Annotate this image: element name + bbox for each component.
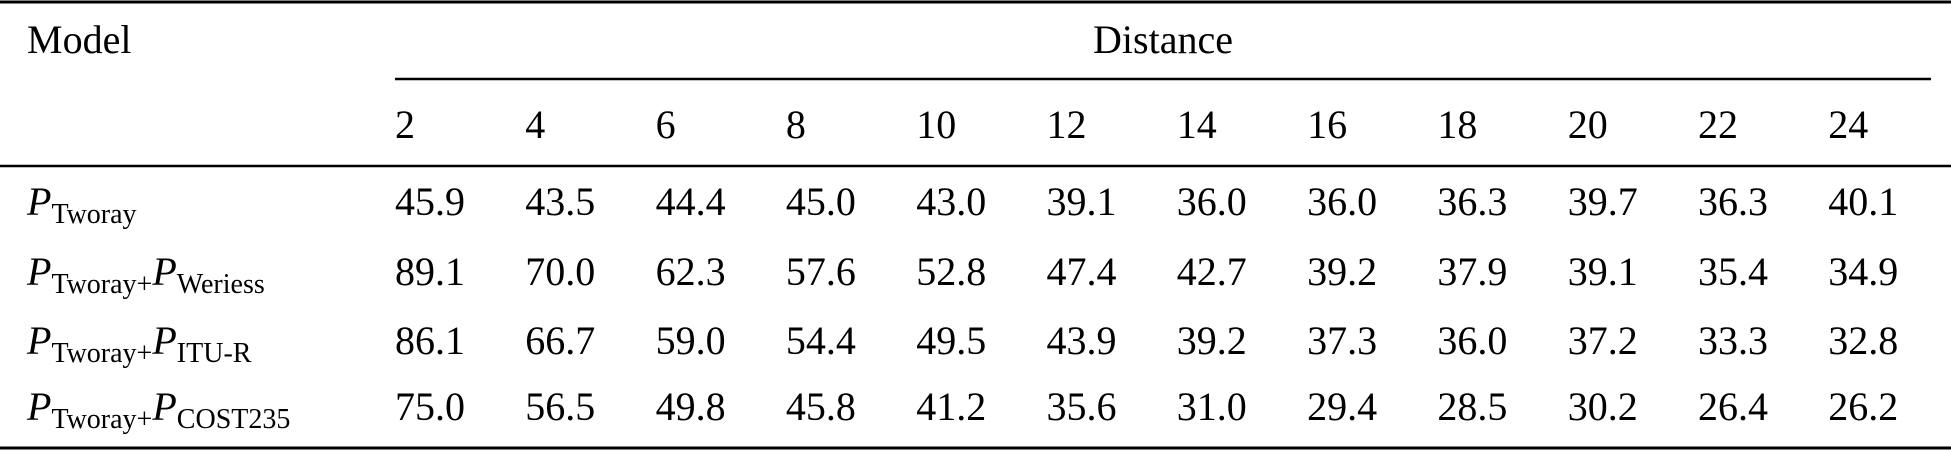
- cell-value: 31.0: [1177, 384, 1247, 429]
- model-symbol: P: [151, 384, 176, 429]
- cell-value: 89.1: [395, 249, 465, 294]
- cell-value: 66.7: [525, 318, 595, 363]
- cell-value: 35.6: [1047, 384, 1117, 429]
- model-subscript: Tworay+: [51, 269, 152, 300]
- cell-value: 59.0: [656, 318, 726, 363]
- cell-value: 62.3: [656, 249, 726, 294]
- cell-value: 44.4: [656, 179, 726, 224]
- model-symbol: P: [26, 318, 51, 363]
- cell-value: 28.5: [1437, 384, 1507, 429]
- cell-value: 39.2: [1307, 249, 1377, 294]
- cell-value: 40.1: [1828, 179, 1898, 224]
- cell-value: 36.3: [1437, 179, 1507, 224]
- cell-value: 36.0: [1437, 318, 1507, 363]
- cell-value: 56.5: [525, 384, 595, 429]
- cell-value: 86.1: [395, 318, 465, 363]
- column-header: 12: [1047, 102, 1087, 147]
- group-header: Distance: [1093, 17, 1233, 62]
- cell-value: 39.1: [1047, 179, 1117, 224]
- cell-value: 75.0: [395, 384, 465, 429]
- model-label: PTworay+PITU-R: [26, 318, 252, 369]
- model-symbol: P: [26, 249, 51, 294]
- cell-value: 37.2: [1568, 318, 1638, 363]
- column-header: 24: [1828, 102, 1868, 147]
- model-subscript: Tworay+: [51, 338, 152, 369]
- column-header: 22: [1698, 102, 1738, 147]
- cell-value: 57.6: [786, 249, 856, 294]
- model-subscript: Weriess: [177, 269, 265, 300]
- cell-value: 32.8: [1828, 318, 1898, 363]
- column-header: 18: [1437, 102, 1477, 147]
- cell-value: 26.2: [1828, 384, 1898, 429]
- cell-value: 36.3: [1698, 179, 1768, 224]
- column-header: 6: [656, 102, 676, 147]
- cell-value: 34.9: [1828, 249, 1898, 294]
- column-header: 10: [916, 102, 956, 147]
- model-symbol: P: [26, 384, 51, 429]
- cell-value: 33.3: [1698, 318, 1768, 363]
- cell-value: 43.5: [525, 179, 595, 224]
- cell-value: 45.0: [786, 179, 856, 224]
- column-header: 4: [525, 102, 545, 147]
- cell-value: 30.2: [1568, 384, 1638, 429]
- cell-value: 43.0: [916, 179, 986, 224]
- model-label: PTworay+PCOST235: [26, 384, 290, 435]
- model-symbol: P: [151, 249, 176, 294]
- model-subscript: Tworay: [51, 199, 136, 230]
- cell-value: 35.4: [1698, 249, 1768, 294]
- cell-value: 45.8: [786, 384, 856, 429]
- column-header: 2: [395, 102, 415, 147]
- column-header: 8: [786, 102, 806, 147]
- model-symbol: P: [26, 179, 51, 224]
- cell-value: 49.5: [916, 318, 986, 363]
- cell-value: 47.4: [1047, 249, 1117, 294]
- column-header: 14: [1177, 102, 1217, 147]
- cell-value: 26.4: [1698, 384, 1768, 429]
- cell-value: 52.8: [916, 249, 986, 294]
- cell-value: 36.0: [1177, 179, 1247, 224]
- cell-value: 54.4: [786, 318, 856, 363]
- cell-value: 37.9: [1437, 249, 1507, 294]
- cell-value: 39.2: [1177, 318, 1247, 363]
- model-symbol: P: [151, 318, 176, 363]
- cell-value: 37.3: [1307, 318, 1377, 363]
- model-subscript: Tworay+: [51, 404, 152, 435]
- model-label: PTworay+PWeriess: [26, 249, 265, 300]
- cell-value: 39.1: [1568, 249, 1638, 294]
- column-header: 20: [1568, 102, 1608, 147]
- cell-value: 45.9: [395, 179, 465, 224]
- cell-value: 43.9: [1047, 318, 1117, 363]
- model-subscript: COST235: [177, 404, 291, 435]
- model-subscript: ITU-R: [177, 338, 252, 369]
- cell-value: 41.2: [916, 384, 986, 429]
- cell-value: 29.4: [1307, 384, 1377, 429]
- cell-value: 39.7: [1568, 179, 1638, 224]
- column-header: 16: [1307, 102, 1347, 147]
- cell-value: 70.0: [525, 249, 595, 294]
- cell-value: 36.0: [1307, 179, 1377, 224]
- cell-value: 42.7: [1177, 249, 1247, 294]
- model-label: PTworay: [26, 179, 137, 230]
- cell-value: 49.8: [656, 384, 726, 429]
- model-header: Model: [27, 17, 131, 62]
